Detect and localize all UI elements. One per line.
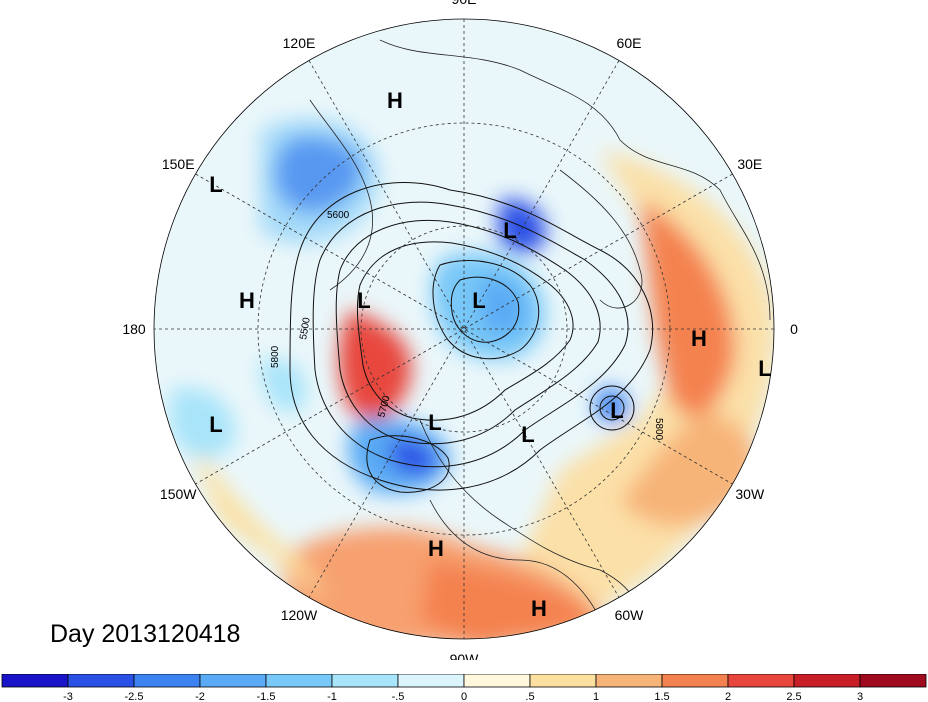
contour-label: 5500 (298, 316, 313, 340)
colorbar-swatch (397, 674, 465, 688)
height-contours (289, 182, 654, 493)
colorbar-swatch (265, 674, 333, 688)
high-center-europe: H (691, 326, 707, 351)
low-center-polar: L (472, 288, 485, 313)
meridian-line (308, 60, 620, 598)
longitude-label: 60E (617, 35, 642, 51)
contour-label: 5600 (327, 210, 350, 221)
longitude-label: 30W (735, 486, 765, 502)
low-center-east-atlantic: L (758, 356, 771, 381)
colorbar-swatch (463, 674, 531, 688)
pressure-centers: H L L H L L H L L L L L H H (209, 88, 771, 621)
colorbar-swatch (793, 674, 861, 688)
colorbar-swatch (595, 674, 663, 688)
low-center-west-pacific: L (209, 172, 222, 197)
meridian-line (195, 173, 733, 485)
colorbar: -3 -2.5 -2 -1.5 -1 -.5 0 .5 1 1.5 2 2.5 3 (1, 674, 927, 702)
colorbar-label: 0 (461, 691, 467, 702)
meridian-line (195, 173, 733, 485)
longitude-label: 90W (450, 651, 480, 660)
colorbar-swatch (727, 674, 795, 688)
meridian-line (308, 60, 620, 598)
colorbar-label: -2.5 (125, 691, 144, 702)
graticule (153, 18, 775, 640)
colorbar-swatch (133, 674, 201, 688)
colorbar-swatch (331, 674, 399, 688)
longitude-label: 120E (283, 35, 316, 51)
longitude-label: 90E (452, 0, 477, 7)
longitude-label: 60W (615, 607, 645, 623)
low-center-hudson: L (428, 410, 441, 435)
low-center-north-atlantic: L (610, 398, 623, 423)
low-center-central-pacific: L (209, 412, 222, 437)
colorbar-swatch (199, 674, 267, 688)
colorbar-swatch (859, 674, 927, 688)
contour-label: 5800 (653, 418, 664, 441)
longitude-label: 0 (790, 321, 798, 337)
colorbar-swatch (67, 674, 135, 688)
longitude-label: 150W (160, 486, 197, 502)
longitude-label: 150E (162, 156, 195, 172)
contour-label: 5800 (270, 345, 281, 368)
colorbar-label: 2 (725, 691, 731, 702)
high-center-mexico: H (428, 536, 444, 561)
colorbar-label: -.5 (392, 691, 405, 702)
colorbar-label: -2 (195, 691, 205, 702)
low-center-bering: L (357, 288, 370, 313)
colorbar-label: -1.5 (257, 691, 276, 702)
date-title: Day 2013120418 (50, 620, 241, 648)
low-center-labrador: L (521, 422, 534, 447)
colorbar-label: 1 (593, 691, 599, 702)
colorbar-label: -3 (63, 691, 73, 702)
colorbar-label: 1.5 (654, 691, 669, 702)
colorbar-label: .5 (525, 691, 534, 702)
colorbar-swatch (661, 674, 729, 688)
longitude-label: 180 (122, 321, 146, 337)
high-center-siberia: H (387, 88, 403, 113)
longitude-label: 30E (737, 156, 762, 172)
high-center-caribbean: H (531, 596, 547, 621)
colorbar-label: 3 (857, 691, 863, 702)
polar-map: 5600 5500 5800 5700 5800 90E60E30E030W60… (122, 0, 798, 660)
high-center-north-pacific: H (239, 288, 255, 313)
colorbar-label: 2.5 (786, 691, 801, 702)
low-center-barents: L (503, 218, 516, 243)
colorbar-label: -1 (327, 691, 337, 702)
colorbar-swatch (1, 674, 69, 688)
colorbar-swatch (529, 674, 597, 688)
longitude-label: 120W (281, 607, 318, 623)
longitude-labels: 90E 60E 30E 0 30W 60W 90W 120W 150W 180 150E 120E (122, 0, 798, 660)
